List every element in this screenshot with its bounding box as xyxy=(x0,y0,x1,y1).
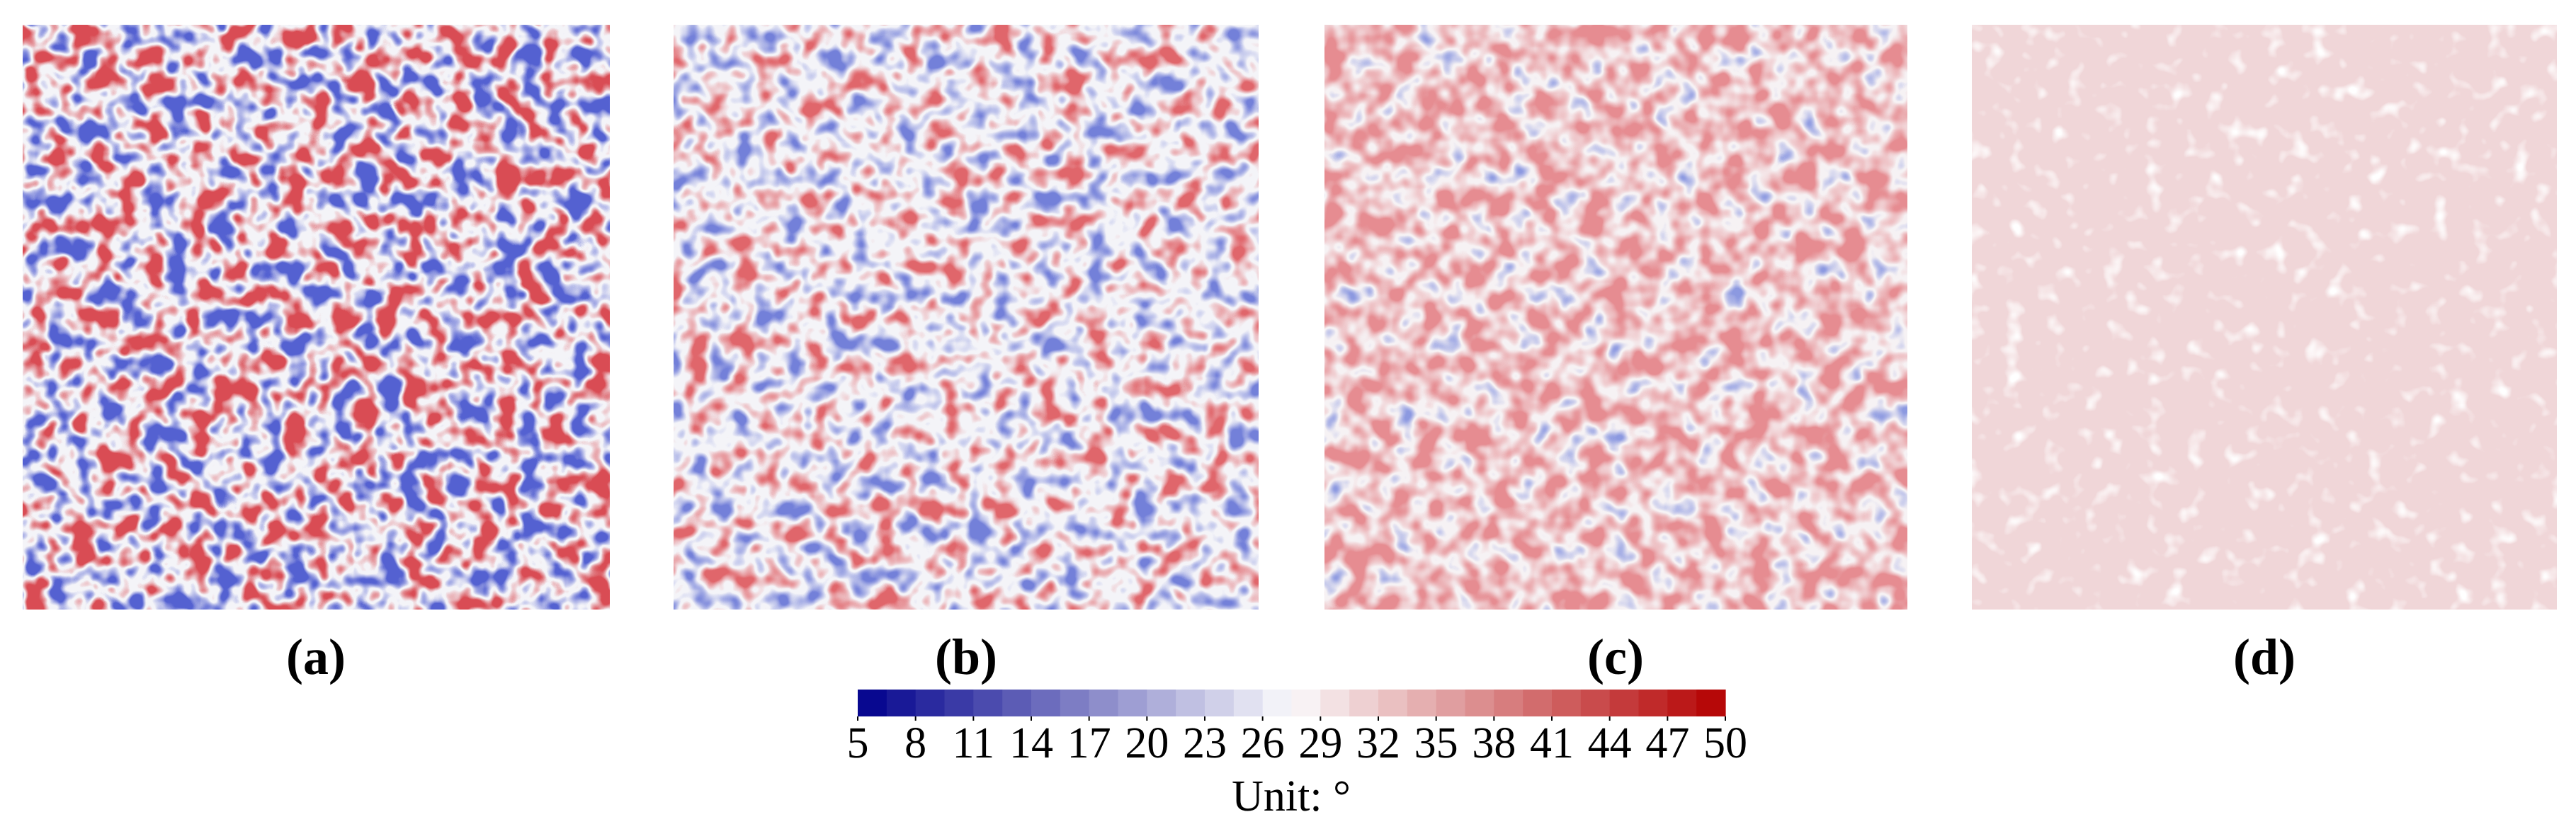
colorbar-tick-label: 38 xyxy=(1472,719,1516,767)
colorbar-band xyxy=(1002,690,1032,716)
colorbar-band xyxy=(886,690,917,716)
field-map xyxy=(1324,25,1907,610)
colorbar-band xyxy=(1552,690,1582,716)
colorbar-band xyxy=(1378,690,1408,716)
colorbar-band xyxy=(1031,690,1061,716)
colorbar-band xyxy=(1349,690,1379,716)
colorbar-tick-label: 17 xyxy=(1067,719,1111,767)
colorbar-band xyxy=(1465,690,1494,716)
colorbar-tick-label: 50 xyxy=(1703,719,1747,767)
colorbar-tick-label: 32 xyxy=(1356,719,1400,767)
colorbar-tick-label: 23 xyxy=(1183,719,1227,767)
colorbar-tick-label: 8 xyxy=(904,719,926,767)
colorbar-tick-label: 41 xyxy=(1530,719,1574,767)
colorbar-band xyxy=(973,690,1003,716)
colorbar-band xyxy=(1320,690,1350,716)
colorbar-band xyxy=(1609,690,1640,716)
colorbar-tick-label: 20 xyxy=(1125,719,1169,767)
panel-label: (d) xyxy=(2233,629,2296,685)
colorbar-band xyxy=(1147,690,1176,716)
colorbar-band xyxy=(1523,690,1553,716)
colorbar-tick-label: 11 xyxy=(952,719,994,767)
panel-label: (b) xyxy=(935,629,997,685)
colorbar-band xyxy=(1118,690,1147,716)
panels xyxy=(23,25,2557,610)
colorbar-tick-label: 47 xyxy=(1645,719,1689,767)
colorbar-band xyxy=(1407,690,1437,716)
colorbar-band xyxy=(1638,690,1668,716)
colorbar-tick-label: 29 xyxy=(1298,719,1342,767)
colorbar-band xyxy=(1667,690,1697,716)
field-map xyxy=(23,25,610,610)
colorbar-band xyxy=(1436,690,1466,716)
colorbar-band xyxy=(1291,690,1321,716)
colorbar-label: Unit: ° xyxy=(1232,772,1351,821)
colorbar-band xyxy=(915,690,946,716)
panel-label: (a) xyxy=(286,629,346,685)
colorbar-tick-label: 26 xyxy=(1241,719,1285,767)
field-map xyxy=(674,25,1259,610)
colorbar-band xyxy=(1060,690,1090,716)
colorbar-band xyxy=(944,690,974,716)
colorbar-band xyxy=(1205,690,1235,716)
field-map xyxy=(1972,25,2557,610)
panel-label: (c) xyxy=(1587,629,1644,685)
colorbar-band xyxy=(1262,690,1293,716)
colorbar-band xyxy=(858,690,887,716)
colorbar-tick-label: 5 xyxy=(847,719,869,767)
colorbar-tick-label: 44 xyxy=(1588,719,1632,767)
colorbar-tick-label: 14 xyxy=(1009,719,1053,767)
colorbar: 5 8 11 14 17 20 23 26 29 32 35 38 41 44 47 50 xyxy=(847,690,1747,767)
colorbar-band xyxy=(1176,690,1205,716)
colorbar-band xyxy=(1696,690,1726,716)
colorbar-band xyxy=(1580,690,1611,716)
colorbar-band xyxy=(1089,690,1119,716)
colorbar-band xyxy=(1233,690,1264,716)
colorbar-band xyxy=(1494,690,1524,716)
colorbar-tick-label: 35 xyxy=(1414,719,1458,767)
